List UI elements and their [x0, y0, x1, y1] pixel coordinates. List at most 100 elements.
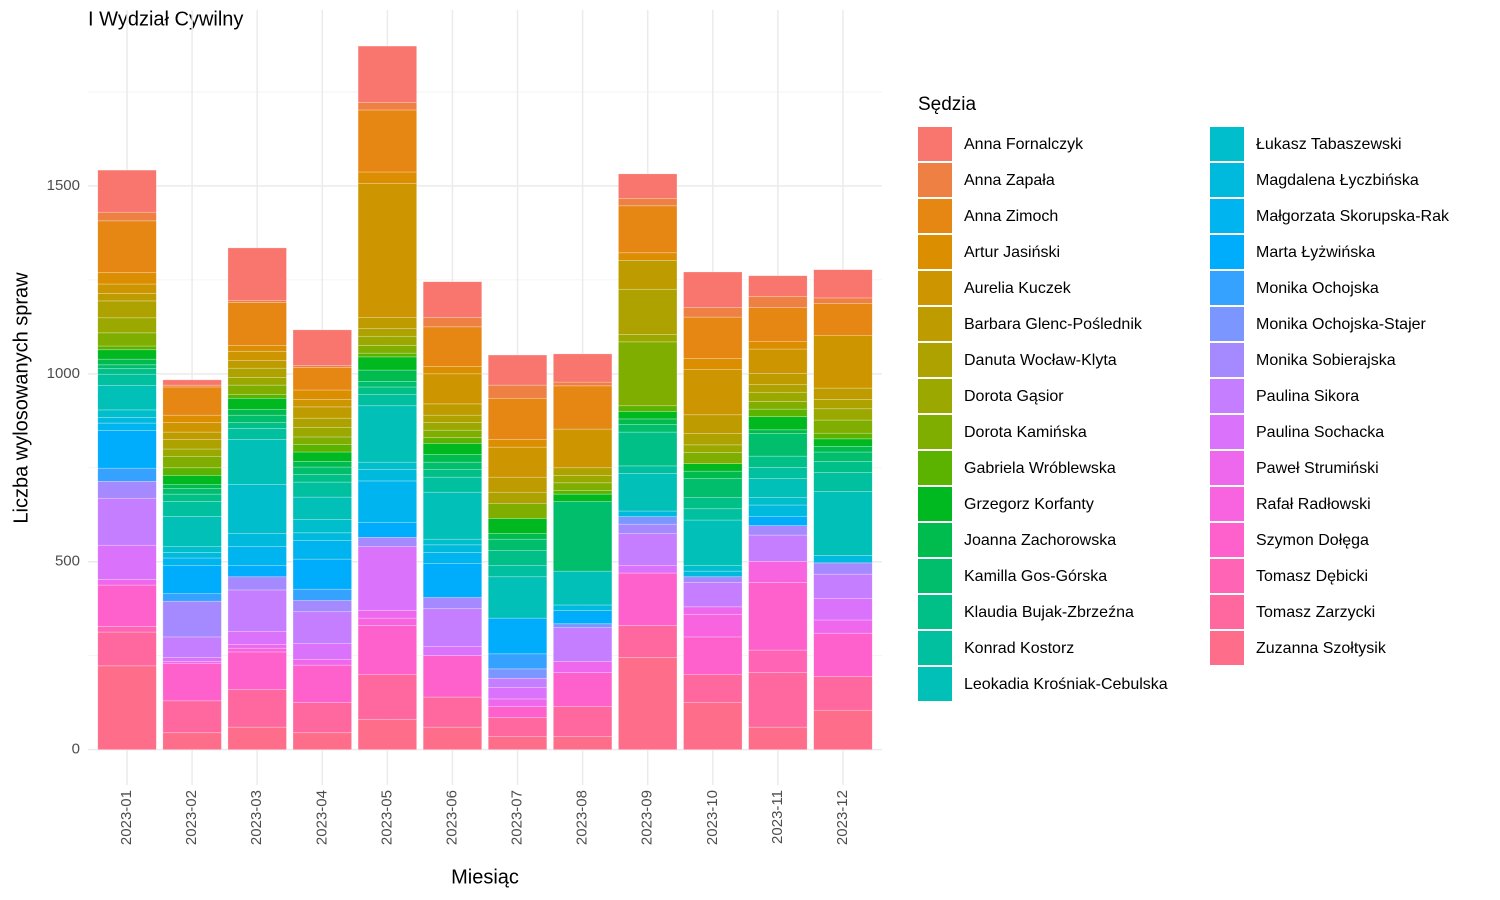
bar-segment [227, 428, 287, 440]
bar-segment [97, 345, 157, 351]
bar-segment [748, 384, 808, 393]
bar-segment [683, 444, 743, 453]
y-tick-label: 500 [55, 553, 80, 570]
bar-segment [683, 452, 743, 464]
bar-segment [487, 503, 548, 519]
legend-key [1210, 415, 1244, 449]
bar-segment [227, 302, 287, 346]
bar-segment [227, 384, 287, 395]
bar-segment [748, 307, 808, 342]
bar-segment [162, 484, 222, 489]
bar-segment [813, 438, 873, 447]
bar-segment [422, 429, 483, 439]
bar-segment [748, 672, 808, 728]
legend-label: Tomasz Dębicki [1256, 568, 1368, 585]
bar-segment [487, 533, 548, 540]
bar-segment [292, 451, 352, 462]
legend-key [918, 163, 952, 197]
x-tick-label: 2023-08 [574, 790, 591, 845]
bar-segment [618, 411, 678, 420]
legend-key [1210, 595, 1244, 629]
legend-label: Zuzanna Szołtysik [1256, 640, 1387, 657]
bar-segment [162, 488, 222, 495]
bar-segment [748, 534, 808, 562]
bar-segment [227, 484, 287, 534]
bar-segment [422, 454, 483, 463]
legend-label: Leokadia Krośniak-Cebulska [964, 676, 1168, 693]
bar-segment [162, 422, 222, 433]
bar-segment [292, 519, 352, 534]
bar-segment [618, 252, 678, 261]
bar-segment [422, 414, 483, 423]
bar-segment [162, 565, 222, 594]
bar-segment [227, 576, 287, 591]
bar-segment [162, 439, 222, 450]
bar-segment [748, 401, 808, 410]
legend-label: Konrad Kostorz [964, 640, 1074, 657]
bar-segment [162, 700, 222, 734]
bar-segment [97, 417, 157, 424]
bar-segment [97, 631, 157, 667]
bar-segment [357, 45, 417, 103]
bar-segment [227, 367, 287, 378]
bar-segment [618, 572, 678, 626]
bar-segment [292, 611, 352, 644]
bar-segment [487, 653, 548, 670]
bar-segment [357, 109, 417, 173]
bar-segment [292, 406, 352, 419]
bar-segment [422, 422, 483, 431]
bar-segment [618, 334, 678, 343]
bar-segment [748, 408, 808, 417]
bar-segment [683, 582, 743, 608]
bar-segment [422, 366, 483, 375]
bar-segment [227, 422, 287, 429]
bar-segment [422, 538, 483, 546]
bar-segment [618, 431, 678, 467]
bar-segment [162, 431, 222, 440]
bar-segment [683, 674, 743, 703]
bar-segment [618, 510, 678, 517]
bar-segment [357, 394, 417, 407]
bar-segment [97, 364, 157, 369]
bar-segment [227, 247, 287, 301]
bar-segment [227, 726, 287, 750]
bar-segment [748, 497, 808, 506]
bar-segment [422, 646, 483, 657]
bar-segment [162, 636, 222, 658]
bar-segment [748, 478, 808, 498]
bar-segment [227, 360, 287, 369]
bar-segment [292, 732, 352, 750]
bar-segment [618, 260, 678, 290]
bar-segment [487, 439, 548, 448]
legend-key [918, 127, 952, 161]
bar-segment [97, 584, 157, 627]
bar-segment [97, 467, 157, 482]
bar-segment [357, 328, 417, 337]
bar-segment [422, 563, 483, 598]
bar-segment [618, 473, 678, 512]
legend-key [1210, 235, 1244, 269]
legend-label: Monika Ochojska-Stajer [1256, 316, 1427, 333]
bar-segment [422, 281, 483, 318]
bar-segment [683, 470, 743, 479]
bar-segment [97, 220, 157, 274]
legend-label: Gabriela Wróblewska [964, 460, 1116, 477]
bar-segment [813, 408, 873, 421]
x-tick-label: 2023-12 [834, 790, 851, 845]
x-tick-label: 2023-10 [704, 790, 721, 845]
legend-label: Barbara Glenc-Poślednik [964, 316, 1143, 333]
legend-key [1210, 199, 1244, 233]
bar-segment [357, 610, 417, 619]
bar-segment [357, 381, 417, 388]
bar-segment [292, 417, 352, 428]
bar-segment [357, 537, 417, 548]
y-tick-label: 0 [72, 741, 80, 758]
legend-key [918, 415, 952, 449]
bar-segment [422, 373, 483, 405]
bar-segment [97, 430, 157, 469]
x-tick-label: 2023-06 [443, 790, 460, 845]
bar-segment [748, 348, 808, 374]
bar-segment [357, 521, 417, 538]
bar-segment [553, 570, 613, 606]
bar-segment [422, 544, 483, 553]
